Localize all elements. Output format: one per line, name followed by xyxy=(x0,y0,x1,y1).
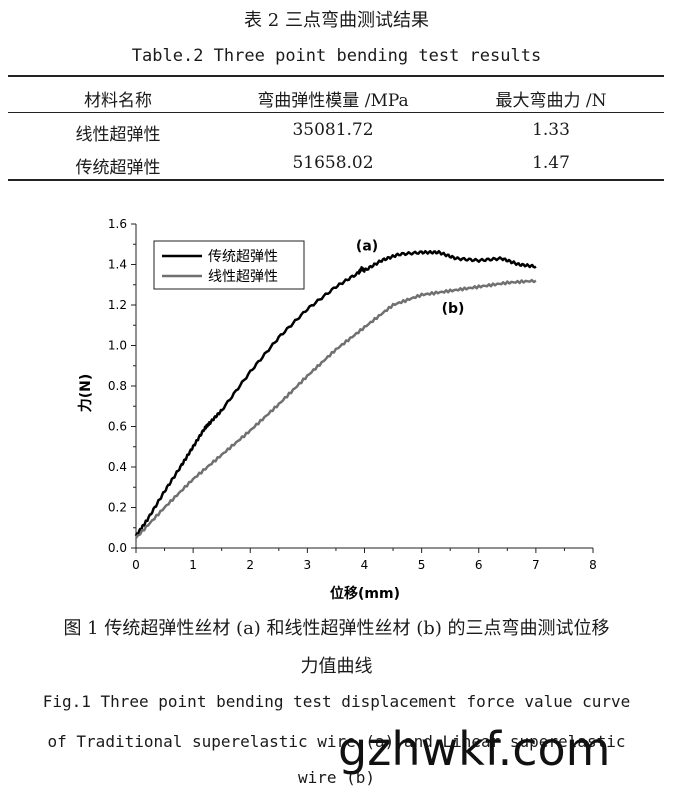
x-tick-label: 8 xyxy=(589,558,597,572)
figure-caption-en-line3: wire (b) xyxy=(297,768,376,787)
annotation-b: (b) xyxy=(442,301,465,317)
annotation-a: (a) xyxy=(356,238,378,254)
y-tick-label: 1.4 xyxy=(108,258,127,272)
x-tick-label: 6 xyxy=(475,558,483,572)
table-cell-modulus: 51658.02 xyxy=(292,153,374,173)
y-axis-label: 力(N) xyxy=(77,374,94,413)
x-tick-label: 1 xyxy=(189,558,197,572)
watermark-text: gzhwkf.com xyxy=(338,722,611,776)
table-cell-material: 线性超弹性 xyxy=(75,125,161,145)
x-tick-label: 3 xyxy=(304,558,312,572)
table-top-rule xyxy=(8,75,664,77)
legend-label-traditional: 传统超弹性 xyxy=(208,249,278,265)
series-line-linear xyxy=(134,278,537,539)
y-tick-label: 0.4 xyxy=(108,460,127,474)
table-caption-cn: 表 2 三点弯曲测试结果 xyxy=(244,10,429,31)
table-header-max-force: 最大弯曲力 /N xyxy=(495,91,607,111)
y-tick-label: 0.2 xyxy=(108,501,127,515)
x-tick-label: 5 xyxy=(418,558,426,572)
y-tick-label: 1.0 xyxy=(108,339,127,353)
table-header-rule xyxy=(8,112,664,113)
table-cell-max-force: 1.47 xyxy=(532,153,570,173)
table-cell-max-force: 1.33 xyxy=(532,120,570,140)
legend-label-linear: 线性超弹性 xyxy=(208,269,278,285)
table-cell-material: 传统超弹性 xyxy=(75,158,161,178)
y-tick-label: 1.6 xyxy=(108,217,127,231)
x-tick-label: 0 xyxy=(132,558,140,572)
x-axis-label: 位移(mm) xyxy=(330,585,400,602)
x-tick-label: 2 xyxy=(246,558,254,572)
series-line-traditional xyxy=(134,249,537,537)
table-header-modulus: 弯曲弹性模量 /MPa xyxy=(257,91,409,111)
figure-caption-en-line1: Fig.1 Three point bending test displacem… xyxy=(42,692,631,711)
table-cell-modulus: 35081.72 xyxy=(292,120,374,140)
figure-caption-en-line2: of Traditional superelastic wire (a) and… xyxy=(47,732,626,751)
y-tick-label: 0.0 xyxy=(108,541,127,555)
table-bottom-rule xyxy=(8,179,664,181)
x-tick-label: 7 xyxy=(532,558,540,572)
legend-box xyxy=(153,240,305,290)
y-tick-label: 0.8 xyxy=(108,379,127,393)
figure-caption-cn-line2: 力值曲线 xyxy=(300,656,373,677)
table-header-material: 材料名称 xyxy=(84,91,152,111)
force-displacement-chart: 0 1 2 3 4 5 6 7 8 0.0 0.2 0.4 0.6 0.8 1.0 1.2 1.4 1.6 传统超… xyxy=(77,217,597,602)
y-tick-label: 1.2 xyxy=(108,298,127,312)
figure-caption-cn-line1: 图 1 传统超弹性丝材 (a) 和线性超弹性丝材 (b) 的三点弯曲测试位移 xyxy=(63,618,610,639)
y-tick-label: 0.6 xyxy=(108,420,127,434)
x-tick-label: 4 xyxy=(361,558,369,572)
table-caption-en: Table.2 Three point bending test results xyxy=(131,46,542,66)
